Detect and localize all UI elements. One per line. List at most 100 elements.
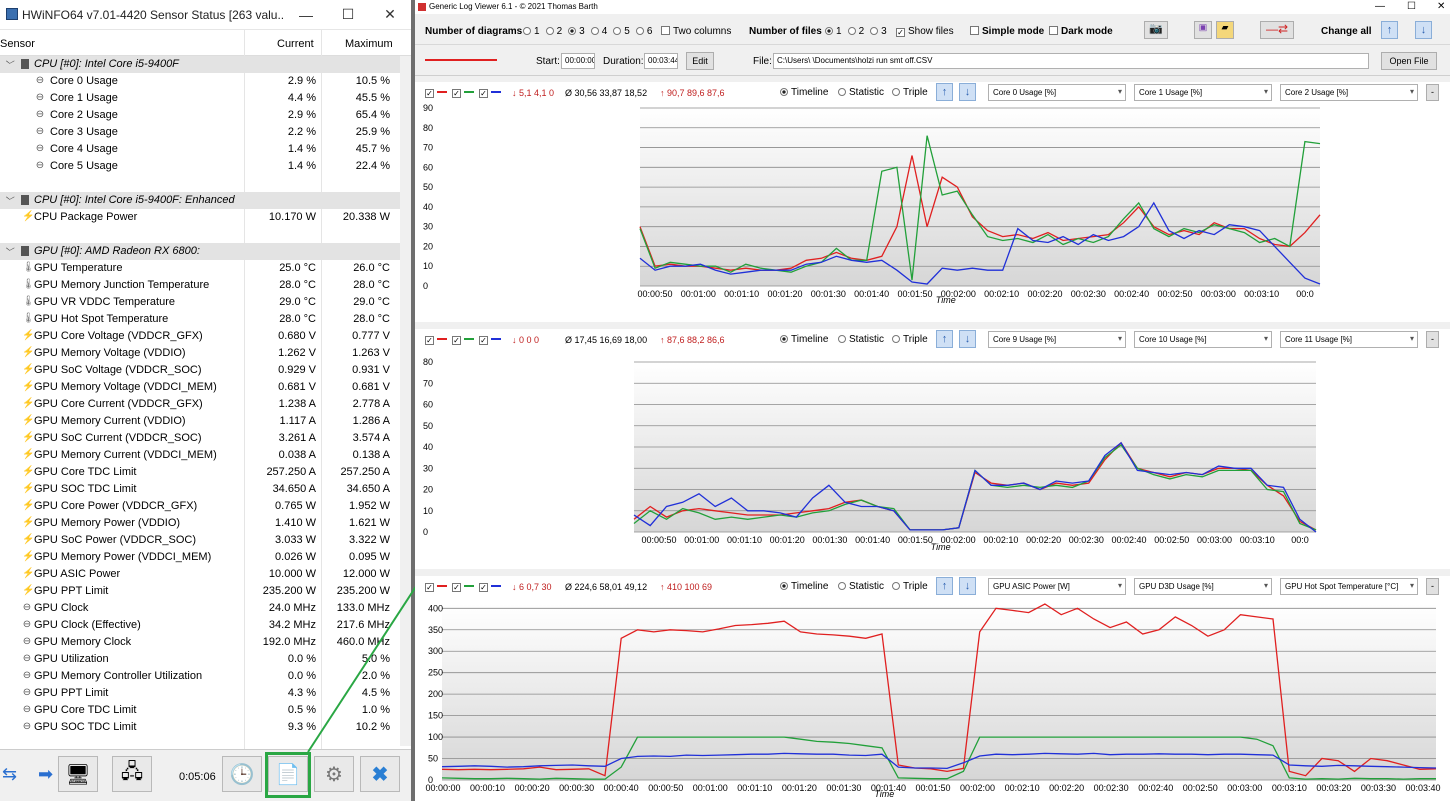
diagrams-radio-4[interactable]: 4 [590, 26, 607, 37]
glv-maximize-button[interactable]: ☐ [1407, 1, 1416, 12]
sensor-group[interactable]: ﹀ CPU [#0]: Intel Core i5-9400F [0, 56, 411, 73]
sensor-row[interactable]: ⊖ Core 3 Usage 2.2 % 25.9 % [0, 124, 411, 141]
diagrams-radio-1[interactable]: 1 [523, 26, 540, 37]
scrollbar[interactable] [400, 56, 411, 746]
glv-close-button[interactable]: ✕ [1437, 1, 1446, 12]
files-radio-1[interactable]: 1 [825, 26, 842, 37]
arrow-right-icon[interactable]: ➡ [38, 764, 54, 784]
two-columns-checkbox[interactable]: Two columns [661, 26, 731, 37]
sensor-row[interactable]: ⚡ GPU Memory Power (VDDIO) 1.410 W 1.621 W [0, 515, 411, 532]
network-button[interactable]: 🖧 [112, 756, 152, 792]
minimize-button[interactable]: — [299, 6, 314, 23]
view-timeline-radio[interactable]: Timeline [780, 334, 828, 345]
camera-icon[interactable]: 📷 [1144, 21, 1168, 39]
sensor-row[interactable]: ⊖ GPU Clock (Effective) 34.2 MHz 217.6 MHz [0, 617, 411, 634]
series-toggle-blue[interactable]: ✓ [479, 87, 501, 98]
dark-mode-checkbox[interactable]: Dark mode [1049, 26, 1113, 37]
sensor-row[interactable]: ⊖ Core 2 Usage 2.9 % 65.4 % [0, 107, 411, 124]
remove-diagram-button[interactable]: - [1426, 578, 1439, 595]
sensor-row[interactable]: ⚡ GPU Memory Power (VDDCI_MEM) 0.026 W 0.09… [0, 549, 411, 566]
move-up-icon[interactable]: ↑ [936, 577, 953, 595]
col-current[interactable]: Current [277, 38, 314, 50]
sensor-row[interactable]: ⚡ GPU PPT Limit 235.200 W 235.200 W [0, 583, 411, 600]
series-toggle-blue[interactable]: ✓ [479, 334, 501, 345]
sensor-row[interactable]: ⚡ GPU Memory Voltage (VDDIO) 1.262 V 1.263 … [0, 345, 411, 362]
series-toggle-green[interactable]: ✓ [452, 581, 474, 592]
sensor-row[interactable]: ⚡ GPU Core Voltage (VDDCR_GFX) 0.680 V 0.77… [0, 328, 411, 345]
series-selector[interactable]: GPU ASIC Power [W] [988, 578, 1126, 595]
series-selector[interactable]: GPU D3D Usage [%] [1134, 578, 1272, 595]
diagrams-radio-5[interactable]: 5 [613, 26, 630, 37]
series-selector[interactable]: Core 0 Usage [%] [988, 84, 1126, 101]
collapse-chevron-icon[interactable]: ﹀ [4, 196, 14, 206]
files-radio-3[interactable]: 3 [870, 26, 887, 37]
series-selector[interactable]: Core 10 Usage [%] [1134, 331, 1272, 348]
duration-input[interactable]: 00:03:44 [644, 53, 678, 69]
move-down-icon[interactable]: ↓ [959, 330, 976, 348]
save-icon[interactable]: ▣ [1194, 21, 1212, 39]
glv-minimize-button[interactable]: — [1375, 1, 1385, 12]
close-button[interactable]: ✕ [384, 6, 396, 22]
sensor-row[interactable]: ⊖ Core 0 Usage 2.9 % 10.5 % [0, 73, 411, 90]
sensor-row[interactable]: ⚡ GPU Memory Current (VDDCI_MEM) 0.038 A 0.… [0, 447, 411, 464]
sensor-row[interactable]: ⊖ Core 4 Usage 1.4 % 45.7 % [0, 141, 411, 158]
sensor-row[interactable]: 🌡 GPU VR VDDC Temperature 29.0 °C 29.0 °C [0, 294, 411, 311]
simple-mode-checkbox[interactable]: Simple mode [970, 26, 1044, 37]
view-triple-radio[interactable]: Triple [892, 334, 928, 345]
view-statistic-radio[interactable]: Statistic [838, 581, 884, 592]
nav-left-right-icon[interactable]: ⇆ [2, 764, 18, 784]
diagrams-radio-6[interactable]: 6 [635, 26, 652, 37]
show-files-checkbox[interactable]: ✓ Show files [896, 26, 954, 37]
move-up-icon[interactable]: ↑ [1381, 21, 1398, 39]
series-toggle-red[interactable]: ✓ [425, 334, 447, 345]
series-toggle-green[interactable]: ✓ [452, 334, 474, 345]
sensor-group[interactable]: ﹀ GPU [#0]: AMD Radeon RX 6800: [0, 243, 411, 260]
swap-colors-icon[interactable]: —⇄ [1260, 21, 1294, 39]
monitor-search-button[interactable]: 🖥 [58, 756, 98, 792]
series-selector[interactable]: Core 9 Usage [%] [988, 331, 1126, 348]
files-radio-2[interactable]: 2 [847, 26, 864, 37]
remove-diagram-button[interactable]: - [1426, 84, 1439, 101]
sensor-row[interactable]: ⚡ GPU SoC Power (VDDCR_SOC) 3.033 W 3.322 W [0, 532, 411, 549]
sensor-row[interactable]: ⚡ GPU ASIC Power 10.000 W 12.000 W [0, 566, 411, 583]
view-triple-radio[interactable]: Triple [892, 87, 928, 98]
sensor-row[interactable]: ⊖ GPU Core TDC Limit 0.5 % 1.0 % [0, 702, 411, 719]
start-input[interactable]: 00:00:00 [561, 53, 595, 69]
diagrams-radio-3[interactable]: 3 [568, 26, 585, 37]
sensor-row[interactable]: ⚡ GPU Core TDC Limit 257.250 A 257.250 A [0, 464, 411, 481]
sensor-row[interactable]: ⊖ Core 1 Usage 4.4 % 45.5 % [0, 90, 411, 107]
sensor-row[interactable]: 🌡 GPU Hot Spot Temperature 28.0 °C 28.0 °C [0, 311, 411, 328]
series-selector[interactable]: Core 1 Usage [%] [1134, 84, 1272, 101]
sensor-row[interactable]: ⚡ GPU SoC Current (VDDCR_SOC) 3.261 A 3.574… [0, 430, 411, 447]
move-up-icon[interactable]: ↑ [936, 330, 953, 348]
sensor-row[interactable]: ⊖ GPU Memory Controller Utilization 0.0 % 2… [0, 668, 411, 685]
col-maximum[interactable]: Maximum [345, 38, 393, 50]
sensor-row[interactable]: ⊖ GPU Clock 24.0 MHz 133.0 MHz [0, 600, 411, 617]
move-down-icon[interactable]: ↓ [959, 577, 976, 595]
clock-reset-button[interactable]: 🕒 [222, 756, 262, 792]
series-selector[interactable]: GPU Hot Spot Temperature [°C] [1280, 578, 1418, 595]
series-selector[interactable]: Core 2 Usage [%] [1280, 84, 1418, 101]
move-down-icon[interactable]: ↓ [1415, 21, 1432, 39]
sensor-row[interactable]: ⚡ GPU Core Power (VDDCR_GFX) 0.765 W 1.952 … [0, 498, 411, 515]
sensor-row[interactable]: ⊖ GPU Utilization 0.0 % 5.0 % [0, 651, 411, 668]
sensor-row[interactable]: ⊖ Core 5 Usage 1.4 % 22.4 % [0, 158, 411, 175]
series-toggle-green[interactable]: ✓ [452, 87, 474, 98]
folder-icon[interactable]: ▰ [1216, 21, 1234, 39]
series-toggle-blue[interactable]: ✓ [479, 581, 501, 592]
close-icon[interactable]: ✖ [360, 756, 400, 792]
sensor-row[interactable]: ⚡ GPU Memory Voltage (VDDCI_MEM) 0.681 V 0.… [0, 379, 411, 396]
sensor-row[interactable]: ⚡ CPU Package Power 10.170 W 20.338 W [0, 209, 411, 226]
series-toggle-red[interactable]: ✓ [425, 581, 447, 592]
diagrams-radio-2[interactable]: 2 [545, 26, 562, 37]
sensor-row[interactable]: ⚡ GPU Memory Current (VDDIO) 1.117 A 1.286 … [0, 413, 411, 430]
series-toggle-red[interactable]: ✓ [425, 87, 447, 98]
view-timeline-radio[interactable]: Timeline [780, 581, 828, 592]
sensor-row[interactable]: ⚡ GPU SoC Voltage (VDDCR_SOC) 0.929 V 0.931… [0, 362, 411, 379]
sensor-row[interactable]: ⚡ GPU SOC TDC Limit 34.650 A 34.650 A [0, 481, 411, 498]
sensor-row[interactable]: ⚡ GPU Core Current (VDDCR_GFX) 1.238 A 2.77… [0, 396, 411, 413]
view-triple-radio[interactable]: Triple [892, 581, 928, 592]
settings-button[interactable]: ⚙ [314, 756, 354, 792]
col-sensor[interactable]: Sensor [0, 38, 35, 50]
view-statistic-radio[interactable]: Statistic [838, 87, 884, 98]
